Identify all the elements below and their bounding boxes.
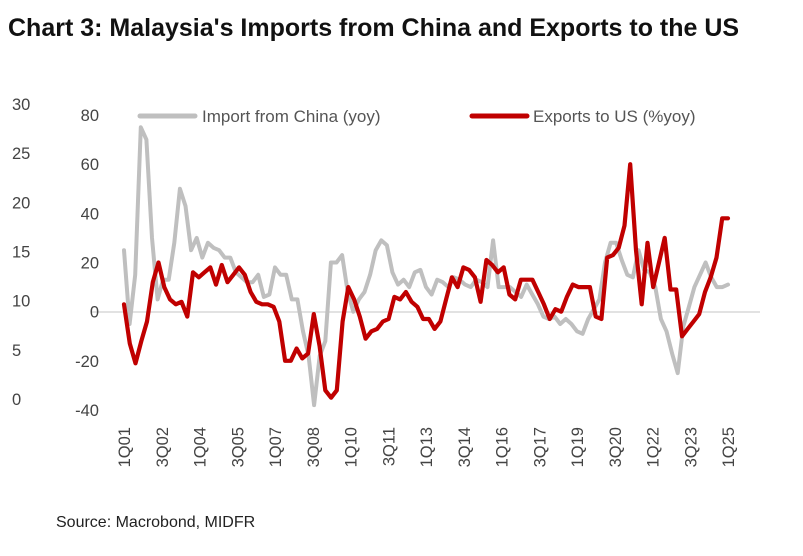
left-tick-label: 5 <box>12 342 21 360</box>
x-tick-label: 1Q07 <box>267 427 285 467</box>
x-tick-label: 3Q11 <box>380 427 398 466</box>
x-axis-ticks: 1Q01 3Q02 1Q04 3Q05 1Q07 3Q08 1Q10 3Q11 1Q13 3Q14… <box>116 427 738 467</box>
x-tick-label: 1Q10 <box>343 427 361 467</box>
series-line-import-china <box>122 125 730 408</box>
left-tick-label: 0 <box>12 391 21 409</box>
x-tick-label: 3Q23 <box>682 427 700 467</box>
legend: Import from China (yoy) Exports to US (%y… <box>137 107 696 126</box>
left-tick-label: 20 <box>12 194 30 212</box>
left-axis-ticks: 30 25 20 15 10 5 0 <box>12 96 30 409</box>
right-axis-ticks: 80 60 40 20 0 -20 -40 <box>75 107 99 420</box>
x-tick-label: 1Q19 <box>569 427 587 467</box>
x-tick-label: 3Q08 <box>305 427 323 467</box>
right-tick-label: -40 <box>75 402 99 420</box>
series-line-exports-us <box>121 162 731 400</box>
x-tick-label: 3Q20 <box>607 427 625 467</box>
left-tick-label: 30 <box>12 96 30 114</box>
x-tick-label: 1Q04 <box>192 427 210 467</box>
left-tick-label: 10 <box>12 293 30 311</box>
x-tick-label: 1Q22 <box>645 427 663 467</box>
chart-title: Chart 3: Malaysia's Imports from China a… <box>8 14 740 42</box>
right-tick-label: 0 <box>90 304 99 322</box>
right-tick-label: 60 <box>81 156 99 174</box>
legend-label: Exports to US (%yoy) <box>533 107 696 126</box>
legend-label: Import from China (yoy) <box>202 107 381 126</box>
right-tick-label: 40 <box>81 205 99 223</box>
x-tick-label: 1Q16 <box>494 427 512 467</box>
x-tick-label: 1Q25 <box>720 427 738 467</box>
source-note: Source: Macrobond, MIDFR <box>56 514 256 531</box>
right-tick-label: 80 <box>81 107 99 125</box>
right-tick-label: 20 <box>81 255 99 273</box>
x-tick-label: 3Q17 <box>531 427 549 467</box>
right-tick-label: -20 <box>75 353 99 371</box>
x-tick-label: 1Q01 <box>116 427 134 467</box>
x-tick-label: 3Q02 <box>154 427 172 467</box>
x-tick-label: 3Q05 <box>229 427 247 467</box>
series-layer <box>121 125 731 408</box>
left-tick-label: 15 <box>12 244 30 262</box>
x-tick-label: 3Q14 <box>456 427 474 467</box>
x-tick-label: 1Q13 <box>418 427 436 467</box>
left-tick-label: 25 <box>12 145 30 163</box>
